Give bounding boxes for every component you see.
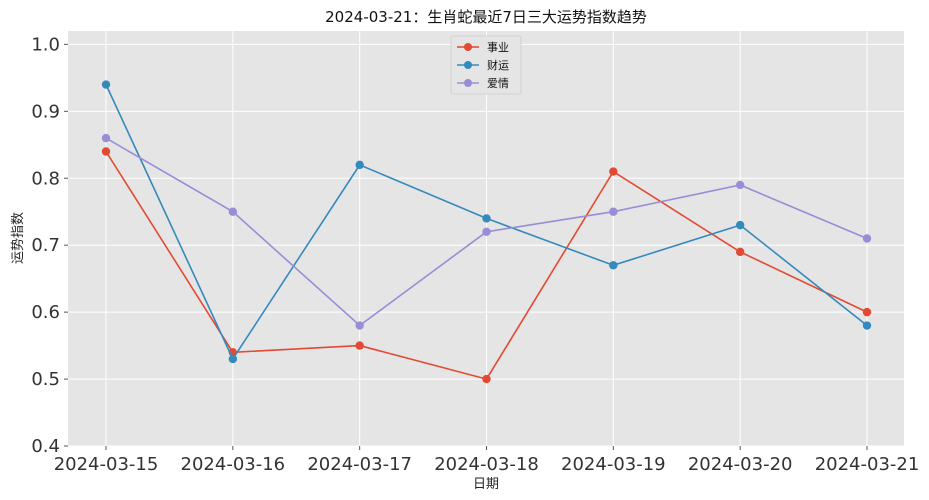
y-tick-label: 1.0 [31,34,60,55]
y-tick-label: 0.4 [31,436,60,457]
data-point [355,160,364,170]
x-tick-label: 2024-03-15 [54,454,159,475]
y-tick-label: 0.7 [31,235,60,256]
data-point [735,220,745,230]
legend-marker [464,61,472,69]
series-2 [101,80,872,364]
data-point [101,147,111,156]
data-point [101,80,111,89]
data-point [862,234,872,243]
data-point [735,180,745,190]
y-tick-label: 0.8 [31,168,60,189]
legend-item: 财运 [457,58,509,72]
y-tick-label: 0.9 [31,101,60,122]
chart-title: 2024-03-21：生肖蛇最近7日三大运势指数趋势 [325,8,647,26]
data-point [609,207,618,216]
data-point [609,167,618,176]
data-point [355,321,364,330]
legend-label: 事业 [487,41,509,54]
x-tick-label: 2024-03-18 [434,454,539,475]
legend-label: 财运 [487,58,509,72]
y-tick-label: 0.6 [31,302,60,323]
data-point [101,133,111,143]
ticks: 0.4 0.5 0.6 0.7 0.8 0.9 1.0 2024-03-15 2024-03-1… [31,34,919,475]
series-3 [101,133,872,330]
data-point [228,207,238,216]
data-point [862,321,872,330]
data-point [355,341,364,350]
x-tick-label: 2024-03-16 [181,454,286,475]
legend-marker [464,79,472,87]
legend-item: 事业 [457,41,509,54]
data-point [735,247,745,257]
legend-item: 爱情 [457,77,509,90]
legend-marker [464,43,472,51]
data-point [609,261,618,270]
y-tick-label: 0.5 [31,369,60,390]
data-point [482,214,491,223]
y-axis-label: 运势指数 [10,212,26,264]
data-point [482,374,491,384]
series-layer [101,80,872,384]
series-1 [101,147,872,384]
data-point [228,354,238,364]
x-tick-label: 2024-03-21 [815,454,920,475]
x-tick-label: 2024-03-20 [688,454,793,475]
data-point [482,227,491,237]
data-point [862,307,872,317]
x-tick-label: 2024-03-19 [561,454,666,475]
x-axis-label: 日期 [473,477,499,492]
legend-label: 爱情 [487,77,509,90]
x-tick-label: 2024-03-17 [307,454,412,475]
